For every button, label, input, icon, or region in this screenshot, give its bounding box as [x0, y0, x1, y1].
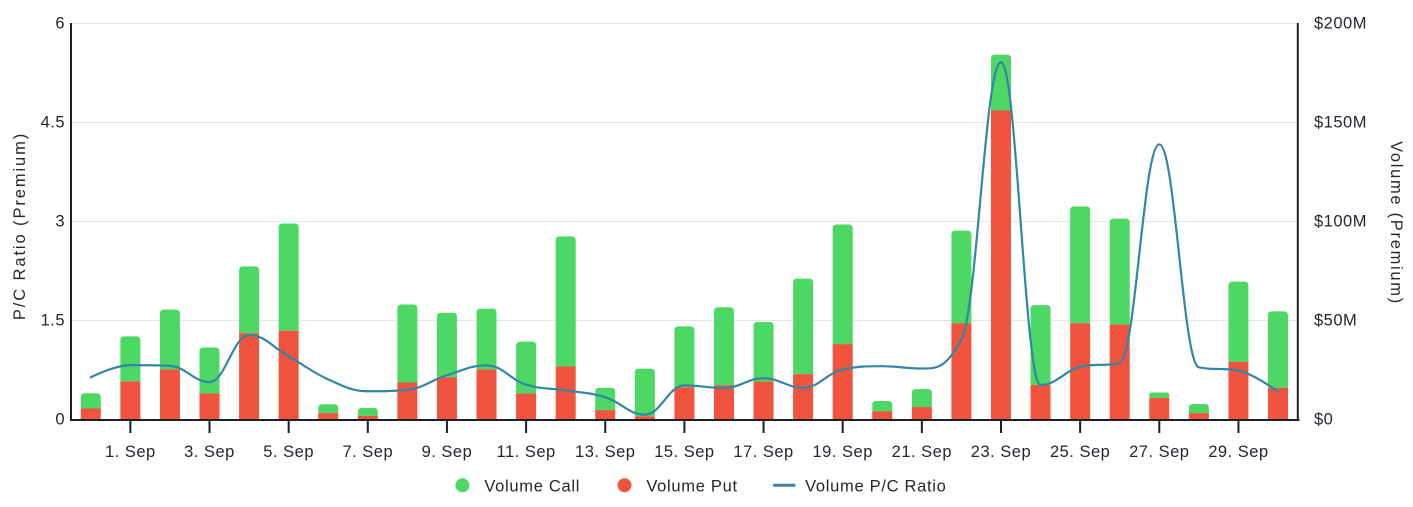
svg-text:21. Sep: 21. Sep: [892, 443, 952, 461]
svg-text:3: 3: [55, 213, 65, 231]
svg-text:6: 6: [55, 15, 65, 33]
svg-text:1. Sep: 1. Sep: [105, 443, 156, 461]
svg-text:Volume Put: Volume Put: [646, 477, 737, 495]
svg-text:$100M: $100M: [1314, 213, 1367, 231]
svg-text:29. Sep: 29. Sep: [1208, 443, 1268, 461]
svg-text:13. Sep: 13. Sep: [575, 443, 635, 461]
svg-text:5. Sep: 5. Sep: [263, 443, 314, 461]
svg-text:27. Sep: 27. Sep: [1129, 443, 1189, 461]
svg-text:23. Sep: 23. Sep: [971, 443, 1031, 461]
svg-text:25. Sep: 25. Sep: [1050, 443, 1110, 461]
svg-text:19. Sep: 19. Sep: [813, 443, 873, 461]
svg-text:P/C Ratio (Premium): P/C Ratio (Premium): [11, 132, 29, 320]
svg-text:4.5: 4.5: [41, 114, 65, 132]
svg-text:15. Sep: 15. Sep: [654, 443, 714, 461]
svg-text:Volume (Premium): Volume (Premium): [1387, 141, 1405, 305]
svg-text:$50M: $50M: [1314, 312, 1357, 330]
svg-text:$0: $0: [1314, 411, 1333, 429]
svg-text:1.5: 1.5: [41, 312, 65, 330]
svg-text:Volume Call: Volume Call: [484, 477, 580, 495]
svg-text:$150M: $150M: [1314, 114, 1367, 132]
svg-text:0: 0: [55, 411, 65, 429]
svg-text:11. Sep: 11. Sep: [497, 443, 556, 461]
svg-text:7. Sep: 7. Sep: [342, 443, 393, 461]
svg-text:Volume P/C Ratio: Volume P/C Ratio: [805, 477, 946, 495]
svg-text:17. Sep: 17. Sep: [733, 443, 793, 461]
svg-text:9. Sep: 9. Sep: [422, 443, 473, 461]
svg-text:3. Sep: 3. Sep: [184, 443, 235, 461]
svg-text:$200M: $200M: [1314, 15, 1367, 33]
